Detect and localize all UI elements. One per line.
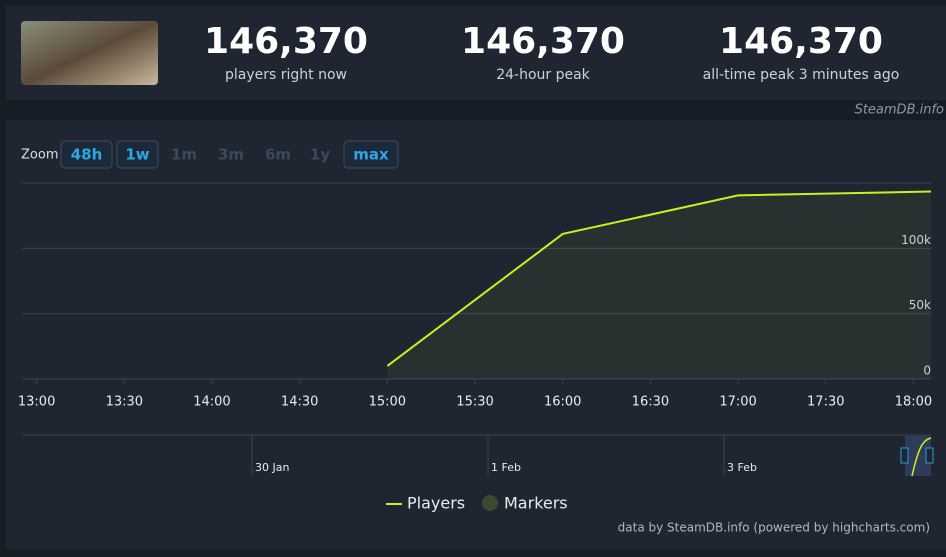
y-tick-label: 50k [909,298,931,312]
zoom-button-label[interactable]: 48h [71,146,103,164]
header-panel [6,6,946,100]
zoom-button-label[interactable]: max [353,146,389,164]
x-tick-label: 15:30 [456,395,493,410]
zoom-button-label: 3m [218,146,244,164]
x-tick-label: 16:30 [632,395,669,410]
legend-label[interactable]: Players [407,494,465,513]
zoom-button[interactable] [60,140,113,169]
zoom-button-label: 1y [310,146,330,164]
stat-label: players right now [225,67,347,83]
x-tick-label: 17:30 [807,395,844,410]
y-tick-label: 0 [923,364,931,378]
zoom-label: Zoom [21,148,58,163]
x-tick-label: 16:00 [544,395,581,410]
x-tick-label: 14:00 [193,395,230,410]
area [387,191,931,379]
navigator-label: 30 Jan [255,461,289,474]
stat-label: 24-hour peak [496,67,590,83]
game-image [21,21,158,85]
x-tick-label: 17:00 [719,395,756,410]
y-tick-label: 100k [901,233,931,247]
zoom-button[interactable] [343,140,399,169]
zoom-button-label: 6m [265,146,291,164]
legend-swatch[interactable] [482,495,498,511]
x-tick-label: 13:00 [18,395,55,410]
navigator-label: 1 Feb [491,461,521,474]
stat-label: all-time peak 3 minutes ago [703,67,900,83]
navigator-handle[interactable] [900,447,909,464]
x-tick-label: 14:30 [281,395,318,410]
navigator-line [911,437,932,477]
stat-value: 146,370 [719,21,883,62]
zoom-button-label: 1m [171,146,197,164]
source[interactable]: SteamDB.info [855,103,944,118]
line [386,190,932,367]
zoom-button-label[interactable]: 1w [125,146,149,164]
legend-label[interactable]: Markers [504,494,568,513]
x-tick-label: 15:00 [369,395,406,410]
stat-value: 146,370 [461,21,625,62]
zoom-button[interactable] [116,140,159,169]
navigator-handle[interactable] [925,447,934,464]
navigator-label: 3 Feb [727,461,757,474]
x-tick-label: 13:30 [106,395,143,410]
stat-value: 146,370 [204,21,368,62]
chart-panel [6,120,946,550]
credits[interactable]: data by SteamDB.info (powered by highcha… [618,521,930,535]
x-tick-label: 18:00 [895,395,932,410]
